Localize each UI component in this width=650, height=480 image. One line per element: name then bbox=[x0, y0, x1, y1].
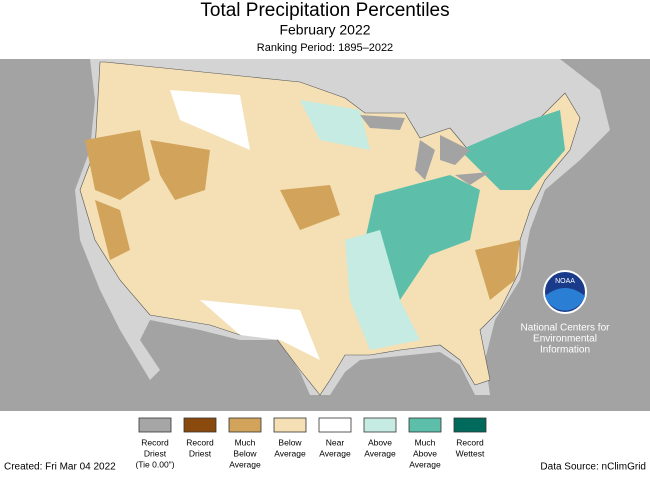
legend-swatch bbox=[363, 417, 397, 433]
great-lakes bbox=[360, 115, 490, 185]
near-region bbox=[200, 300, 320, 360]
map bbox=[0, 59, 650, 411]
legend-label: Below bbox=[278, 437, 302, 447]
legend-swatch bbox=[138, 417, 172, 433]
legend-swatch bbox=[183, 417, 217, 433]
subtitle: February 2022 bbox=[279, 22, 370, 38]
legend-swatch bbox=[228, 417, 262, 433]
legend-label: Much bbox=[235, 437, 256, 447]
dry-region bbox=[85, 130, 150, 200]
legend-label: Average bbox=[409, 459, 441, 469]
title: Total Precipitation Percentiles bbox=[200, 0, 449, 21]
created-date: Created: Fri Mar 04 2022 bbox=[4, 462, 116, 473]
legend-label: Below bbox=[233, 448, 257, 458]
data-source: Data Source: nClimGrid bbox=[540, 462, 646, 473]
dry-region bbox=[280, 185, 340, 230]
org-name: National Centers forEnvironmentalInforma… bbox=[521, 323, 611, 356]
ranking-period: Ranking Period: 1895–2022 bbox=[257, 42, 393, 54]
legend-label: Record bbox=[141, 437, 169, 447]
legend-label: Near bbox=[326, 437, 345, 447]
legend-swatch bbox=[273, 417, 307, 433]
org-line: Information bbox=[540, 345, 590, 356]
wet-region bbox=[300, 100, 370, 150]
legend-label: Average bbox=[364, 448, 396, 458]
near-region bbox=[170, 90, 250, 150]
legend-label: Average bbox=[319, 448, 351, 458]
logo-wave bbox=[545, 288, 585, 311]
legend-label: Wettest bbox=[456, 448, 485, 458]
legend-label: Average bbox=[274, 448, 306, 458]
noaa-logo: NOAA bbox=[543, 270, 587, 314]
legend-label: Much bbox=[415, 437, 436, 447]
dry-region bbox=[475, 240, 520, 300]
legend-swatch bbox=[318, 417, 352, 433]
legend-label: Record bbox=[186, 437, 214, 447]
legend-label: Average bbox=[229, 459, 261, 469]
legend-swatch bbox=[408, 417, 442, 433]
wet-region bbox=[345, 230, 420, 350]
dry-region bbox=[95, 200, 130, 260]
legend-label: Above bbox=[413, 448, 437, 458]
wet-region bbox=[365, 175, 480, 300]
logo-name: NOAA bbox=[555, 278, 575, 285]
legend-label: Record bbox=[456, 437, 484, 447]
dry-region bbox=[150, 140, 210, 200]
legend-swatch bbox=[453, 417, 487, 433]
org-line: Environmental bbox=[533, 334, 597, 345]
legend-label: Above bbox=[368, 437, 392, 447]
legend-label: Driest bbox=[144, 448, 167, 458]
wet-region bbox=[460, 110, 565, 190]
org-line: National Centers for bbox=[521, 323, 611, 334]
legend-label: (Tie 0.00") bbox=[135, 459, 174, 469]
legend-label: Driest bbox=[189, 448, 212, 458]
